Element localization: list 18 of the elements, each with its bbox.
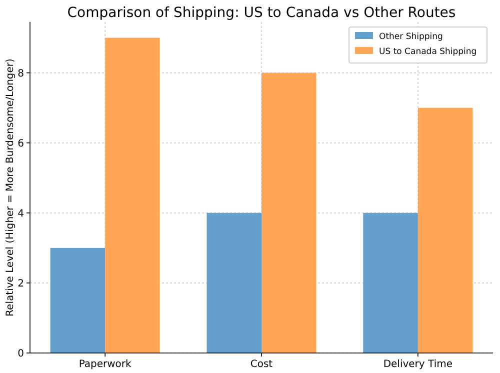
chart-title: Comparison of Shipping: US to Canada vs Other Routes bbox=[67, 5, 456, 21]
y-tick-label: 2 bbox=[18, 278, 24, 290]
x-tick-label: Cost bbox=[250, 359, 273, 370]
y-tick-label: 6 bbox=[18, 138, 24, 150]
legend-label: Other Shipping bbox=[379, 32, 443, 42]
bar bbox=[50, 248, 106, 353]
bar bbox=[262, 72, 316, 353]
y-tick-label: 0 bbox=[18, 348, 24, 360]
y-tick-label: 4 bbox=[18, 208, 24, 220]
legend-label: US to Canada Shipping bbox=[379, 47, 477, 57]
x-tick-label: Paperwork bbox=[78, 359, 132, 370]
bar bbox=[105, 38, 160, 353]
bar bbox=[363, 212, 418, 353]
y-tick-label: 8 bbox=[18, 68, 24, 80]
x-tick-label: Delivery Time bbox=[383, 359, 453, 370]
y-axis-title: Relative Level (Higher = More Burdensome/Longer) bbox=[5, 58, 16, 316]
bar bbox=[418, 108, 473, 353]
bar bbox=[206, 212, 262, 353]
